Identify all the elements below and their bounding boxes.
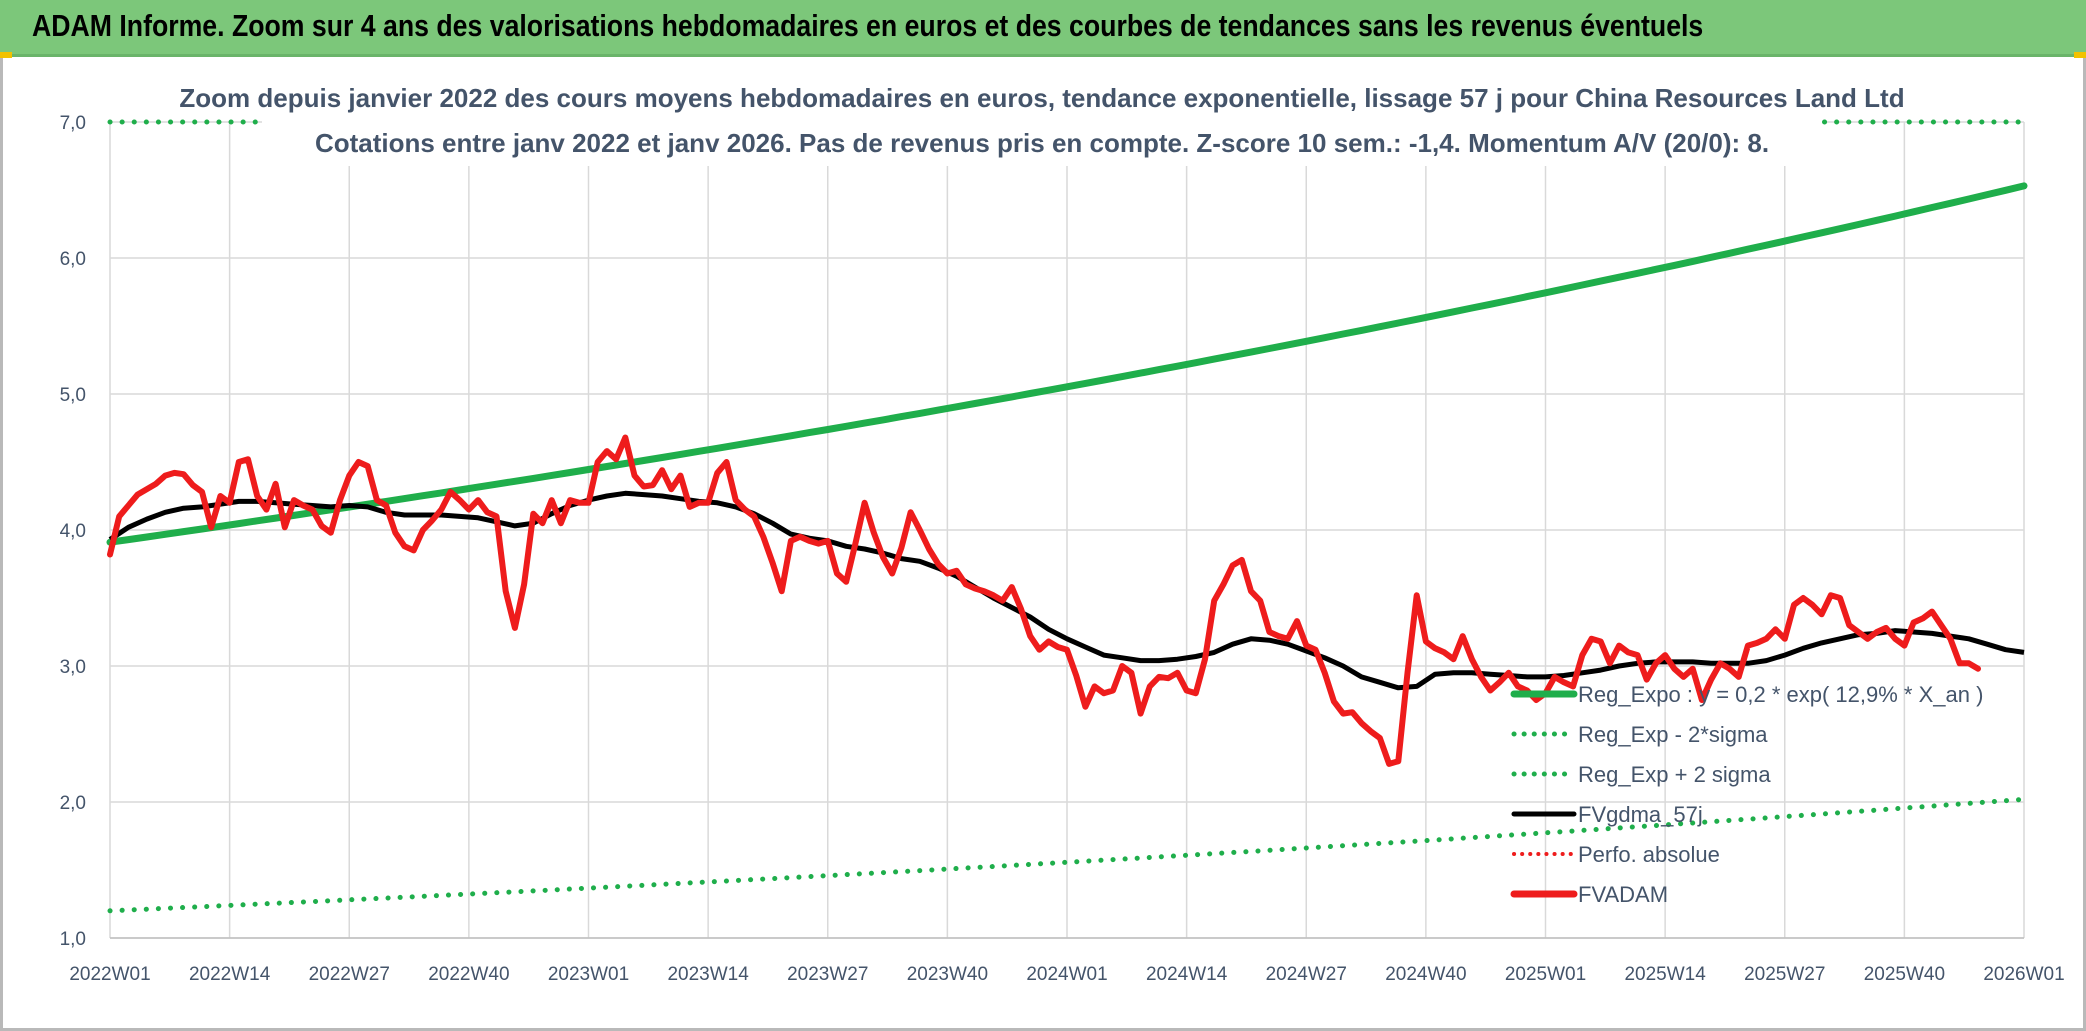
- x-tick-label: 2025W14: [1624, 964, 1706, 985]
- legend-label: Reg_Expo : y = 0,2 * exp( 12,9% * X_an ): [1578, 682, 1983, 707]
- chart-legend: Reg_Expo : y = 0,2 * exp( 12,9% * X_an )…: [1510, 682, 1983, 907]
- legend-label: FVADAM: [1578, 882, 1668, 907]
- banner-accent-left: [0, 52, 12, 58]
- legend-label: FVgdma_57j: [1578, 802, 1703, 827]
- series-reg-expo: [106, 182, 2028, 546]
- x-tick-label: 2022W01: [69, 964, 150, 985]
- chart-title-backdrop: [262, 76, 1822, 166]
- x-tick-label: 2022W14: [189, 964, 271, 985]
- y-tick-label: 6,0: [60, 249, 86, 270]
- chart-title: Zoom depuis janvier 2022 des cours moyen…: [179, 83, 1904, 113]
- x-tick-label: 2024W27: [1266, 964, 1347, 985]
- x-tick-label: 2023W27: [787, 964, 868, 985]
- x-tick-label: 2022W40: [428, 964, 509, 985]
- chart-subtitle: Cotations entre janv 2022 et janv 2026. …: [315, 128, 1769, 158]
- x-tick-label: 2023W14: [667, 964, 749, 985]
- report-banner: ADAM Informe. Zoom sur 4 ans des valoris…: [0, 0, 2086, 57]
- x-tick-label: 2023W40: [907, 964, 988, 985]
- report-title: ADAM Informe. Zoom sur 4 ans des valoris…: [32, 8, 1704, 43]
- x-tick-label: 2025W27: [1744, 964, 1825, 985]
- y-tick-label: 5,0: [60, 385, 86, 406]
- y-tick-label: 3,0: [60, 657, 86, 678]
- x-tick-label: 2024W14: [1146, 964, 1228, 985]
- chart-series: [106, 119, 2028, 914]
- x-tick-label: 2023W01: [548, 964, 629, 985]
- series-fvgdma-57j: [108, 490, 2025, 691]
- x-tick-label: 2024W01: [1026, 964, 1107, 985]
- y-tick-label: 1,0: [60, 929, 86, 950]
- x-tick-label: 2024W40: [1385, 964, 1466, 985]
- x-tick-label: 2025W40: [1864, 964, 1945, 985]
- x-tick-label: 2025W01: [1505, 964, 1586, 985]
- legend-label: Reg_Exp - 2*sigma: [1578, 722, 1768, 747]
- legend-label: Perfo. absolue: [1578, 842, 1720, 867]
- y-tick-label: 2,0: [60, 793, 86, 814]
- y-tick-label: 4,0: [60, 521, 86, 542]
- x-tick-label: 2026W01: [1983, 964, 2064, 985]
- y-tick-label: 7,0: [60, 113, 86, 134]
- axis-labels: 1,0 2,0 3,0 4,0 5,0 6,0 7,0 2022W01 2022W14 2022W…: [60, 113, 2065, 985]
- x-tick-label: 2022W27: [309, 964, 390, 985]
- legend-label: Reg_Exp + 2 sigma: [1578, 762, 1771, 787]
- banner-accent-right: [2074, 52, 2086, 58]
- series-fvadam: [107, 434, 1981, 767]
- series-reg-exp-minus-2sigma: [107, 796, 2027, 914]
